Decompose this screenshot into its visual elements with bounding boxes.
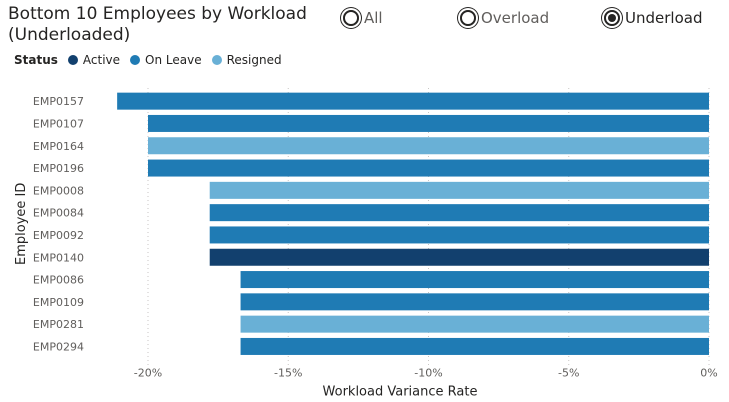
bar[interactable] [240, 337, 709, 355]
bar[interactable] [148, 114, 709, 132]
legend-swatch-on-leave [130, 55, 141, 65]
radio-unselected-icon [343, 10, 359, 26]
bar[interactable] [209, 204, 709, 222]
legend: Status Active On Leave Resigned [14, 53, 292, 67]
bar[interactable] [209, 181, 709, 199]
x-tick-label: -10% [414, 367, 442, 380]
legend-label-on-leave: On Leave [145, 53, 202, 67]
y-tick-label: EMP0084 [33, 207, 84, 220]
y-tick-label: EMP0109 [33, 296, 84, 309]
x-tick-label: -20% [134, 367, 162, 380]
bar[interactable] [240, 293, 709, 311]
filter-overload-radio[interactable]: Overload [460, 9, 549, 27]
legend-title: Status [14, 53, 58, 67]
bar[interactable] [240, 271, 709, 289]
bar[interactable] [148, 137, 709, 155]
legend-item-active[interactable]: Active [67, 53, 121, 67]
legend-label-resigned: Resigned [226, 53, 282, 67]
x-tick-label: 0% [700, 367, 717, 380]
legend-swatch-resigned [211, 55, 222, 65]
y-tick-label: EMP0140 [33, 251, 84, 264]
legend-item-on-leave[interactable]: On Leave [130, 53, 202, 67]
y-axis-title: Employee ID [14, 183, 29, 265]
bar[interactable] [148, 159, 709, 177]
y-tick-label: EMP0107 [33, 117, 84, 130]
filter-underload-label: Underload [625, 9, 703, 27]
filter-overload-label: Overload [481, 9, 550, 27]
x-tick-label: -5% [558, 367, 579, 380]
chart-title: Bottom 10 Employees by Workload (Underlo… [8, 4, 307, 45]
y-tick-label: EMP0164 [33, 140, 84, 153]
y-tick-label: EMP0086 [33, 274, 84, 287]
filter-underload-radio[interactable]: Underload [604, 9, 702, 27]
legend-label-active: Active [82, 53, 121, 67]
bar[interactable] [209, 226, 709, 244]
x-tick-label: -15% [274, 367, 302, 380]
y-tick-label: EMP0008 [33, 184, 84, 197]
radio-unselected-icon [460, 10, 476, 26]
bar[interactable] [240, 315, 709, 333]
filter-all-label: All [364, 9, 383, 27]
y-tick-label: EMP0294 [33, 340, 84, 353]
bar[interactable] [117, 92, 709, 110]
legend-item-resigned[interactable]: Resigned [211, 53, 282, 67]
radio-selected-icon [604, 10, 620, 26]
legend-swatch-active [67, 55, 78, 65]
x-axis-title: Workload Variance Rate [323, 385, 478, 400]
y-tick-label: EMP0196 [33, 162, 84, 175]
filter-all-radio[interactable]: All [343, 9, 383, 27]
bar[interactable] [209, 248, 709, 266]
y-tick-label: EMP0281 [33, 318, 84, 331]
y-tick-label: EMP0157 [33, 95, 84, 108]
y-tick-label: EMP0092 [33, 229, 84, 242]
filter-radio-group: All Overload Underload [0, 9, 729, 37]
